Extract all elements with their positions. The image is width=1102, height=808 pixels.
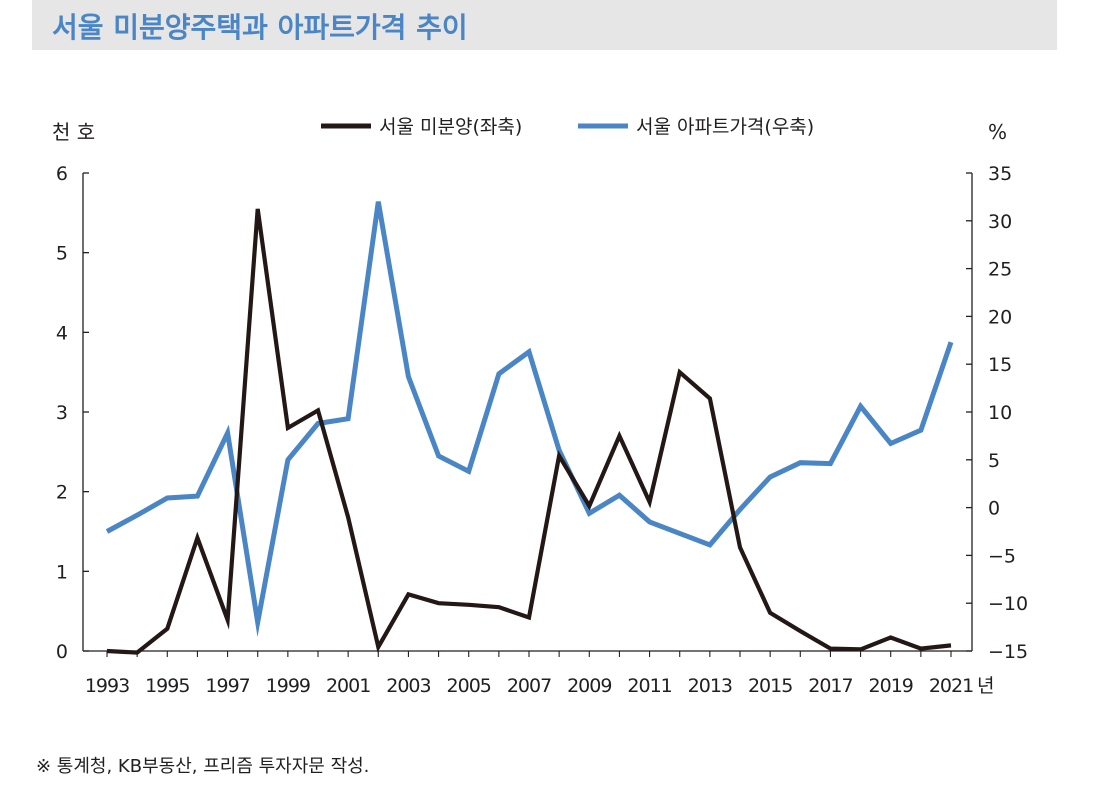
x-tick-label: 1995 — [145, 675, 189, 697]
x-tick-label: 1997 — [205, 675, 249, 697]
right-tick-label: −5 — [988, 545, 1016, 567]
x-tick-label: 2019 — [869, 675, 913, 697]
x-tick-label: 2003 — [386, 675, 430, 697]
x-axis-unit: 년 — [977, 675, 994, 697]
price-series-line — [105, 201, 954, 638]
x-tick-label: 1993 — [85, 675, 129, 697]
right-tick-label: 10 — [988, 402, 1012, 424]
right-tick-label: 5 — [988, 450, 1000, 472]
left-tick-label: 3 — [56, 402, 68, 424]
x-tick-label: 2013 — [688, 675, 732, 697]
right-tick-label: 0 — [988, 498, 1000, 520]
source-note: ※ 통계청, KB부동산, 프리즘 투자자문 작성. — [36, 756, 370, 777]
x-tick-label: 2015 — [748, 675, 792, 697]
left-tick-label: 0 — [56, 641, 68, 663]
right-axis-unit: % — [988, 120, 1007, 144]
legend-label: 서울 미분양(좌축) — [379, 116, 522, 138]
x-tick-label: 2017 — [808, 675, 852, 697]
right-tick-label: 15 — [988, 354, 1012, 376]
legend-label: 서울 아파트가격(우축) — [636, 116, 814, 138]
left-axis-unit: 천 호 — [52, 120, 95, 144]
x-tick-label: 2005 — [447, 675, 491, 697]
right-tick-label: −15 — [988, 641, 1028, 663]
right-tick-label: 30 — [988, 211, 1012, 233]
x-tick-label: 2001 — [326, 675, 370, 697]
right-tick-label: 20 — [988, 306, 1012, 328]
x-tick-label: 1999 — [266, 675, 310, 697]
line-chart: 0 1 2 3 4 5 6 천 호 −15 −10 −5 0 5 10 15 20 25 30 35% 1993 199… — [52, 116, 1028, 697]
left-tick-label: 2 — [56, 482, 68, 504]
x-tick-label: 2007 — [507, 675, 551, 697]
right-tick-label: 35 — [988, 163, 1012, 185]
left-tick-label: 1 — [56, 561, 68, 583]
left-tick-label: 6 — [56, 163, 68, 185]
x-tick-label: 2011 — [627, 675, 671, 697]
x-tick-label: 2021 — [929, 675, 973, 697]
x-tick-label: 2009 — [567, 675, 611, 697]
page-title: 서울 미분양주택과 아파트가격 추이 — [52, 11, 468, 44]
left-tick-label: 4 — [56, 322, 68, 344]
right-tick-label: −10 — [988, 593, 1028, 615]
left-tick-label: 5 — [56, 243, 68, 265]
title-band: 서울 미분양주택과 아파트가격 추이 — [32, 0, 1057, 50]
unsold-series-line — [106, 208, 952, 655]
right-tick-label: 25 — [988, 259, 1012, 281]
